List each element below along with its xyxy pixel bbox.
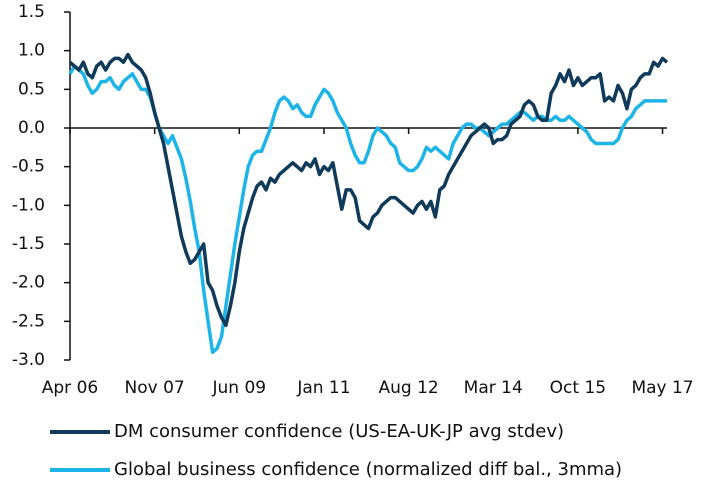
series-line [68,52,669,327]
x-tick-label: Apr 06 [42,378,98,398]
x-tick-label: Aug 12 [378,378,438,398]
y-tick-label: -2.0 [12,273,45,293]
series-line [68,64,667,355]
x-tick-label: Jun 09 [211,378,266,398]
x-tick-label: Jan 11 [296,378,350,398]
y-tick-label: 0.0 [18,118,45,138]
x-tick-label: Mar 14 [464,378,523,398]
y-tick-label: 1.0 [18,41,45,61]
y-tick-label: 0.5 [18,79,45,99]
x-tick-label: Nov 07 [125,378,185,398]
legend-label: Global business confidence (normalized d… [114,459,622,480]
x-tick-label: May 17 [631,378,693,398]
legend-label: DM consumer confidence (US-EA-UK-JP avg … [114,421,564,442]
y-tick-label: -3.0 [12,350,45,370]
y-tick-label: -0.5 [12,157,45,177]
y-tick-label: -1.0 [12,195,45,215]
y-tick-label: -1.5 [12,234,45,254]
y-tick-label: -2.5 [12,311,45,331]
x-tick-label: Oct 15 [550,378,606,398]
y-tick-label: 1.5 [18,2,45,22]
